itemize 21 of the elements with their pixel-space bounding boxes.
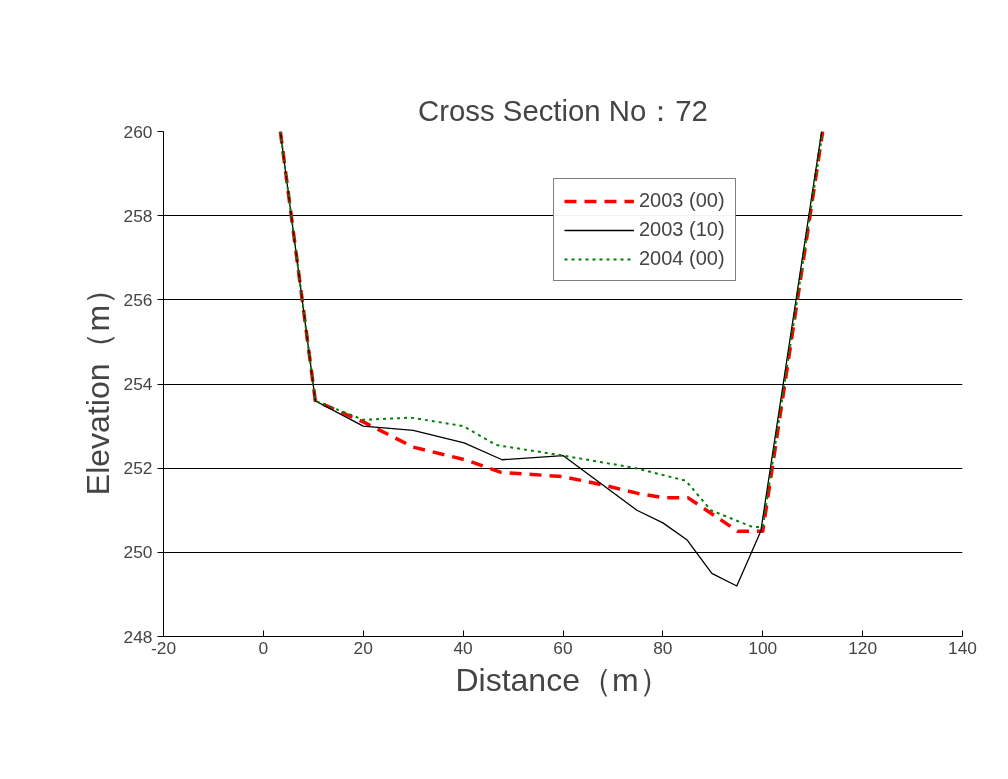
y-tick-label: 254 bbox=[123, 374, 153, 394]
x-tick-label: 140 bbox=[948, 637, 977, 658]
x-tick-label: 0 bbox=[258, 637, 269, 658]
x-tick-label: 60 bbox=[553, 637, 573, 658]
y-tick-label: 248 bbox=[123, 626, 153, 647]
chart-title: Cross Section No：72 bbox=[418, 93, 708, 127]
legend-label: 2003 (10) bbox=[639, 218, 725, 241]
legend-label: 2003 (00) bbox=[639, 189, 725, 212]
x-tick-label: 20 bbox=[353, 637, 373, 658]
x-axis-title: Distance（m） bbox=[455, 661, 671, 698]
x-tick-label: 40 bbox=[453, 637, 473, 658]
y-axis-title: Elevation（m） bbox=[79, 272, 116, 496]
x-tick-label: 80 bbox=[653, 637, 673, 658]
x-tick-label: 100 bbox=[748, 637, 778, 658]
y-tick-label: 252 bbox=[123, 458, 153, 479]
y-tick-label: 250 bbox=[123, 542, 153, 563]
y-tick-label: 256 bbox=[123, 289, 153, 310]
legend-label: 2004 (00) bbox=[639, 247, 725, 270]
y-tick-label: 260 bbox=[123, 121, 153, 142]
y-tick-label: 258 bbox=[123, 205, 153, 226]
x-tick-label: 120 bbox=[848, 637, 878, 658]
